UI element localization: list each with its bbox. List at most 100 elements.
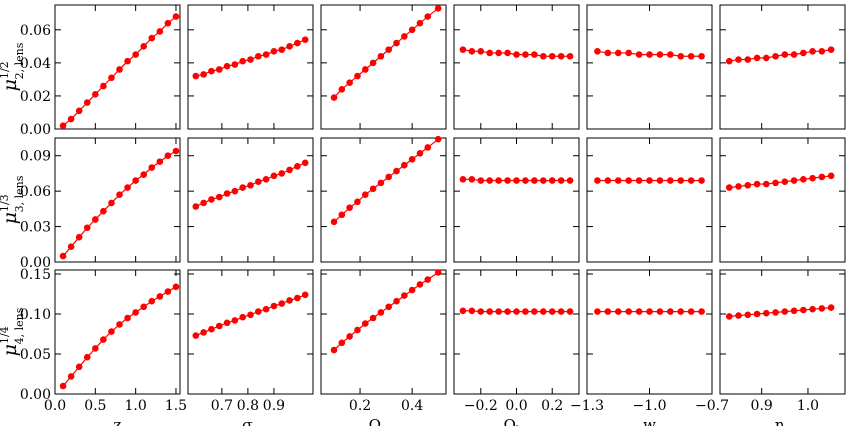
row-2-ytick-label-2: 0.10 (20, 307, 51, 323)
panel-r0-c0-point-7 (116, 66, 123, 73)
panel-r2-c4-point-8 (677, 308, 685, 315)
panel-r1-c4-point-9 (687, 177, 695, 184)
panel-r2-c2-frame (320, 269, 447, 395)
col-1-xlabel-sub: 8 (252, 424, 259, 426)
panel-r1-c4-frame (586, 137, 713, 263)
panel-r2-c5-point-4 (762, 309, 770, 317)
panel-r2-c3-point-11 (557, 308, 565, 315)
row-0-ylabel-text: μ1/2 2, lens (0, 42, 26, 91)
col-1-xtick-label-0: 0.7 (211, 398, 233, 414)
panel-r0-c4-point-0 (594, 47, 601, 55)
panel-r1-c4-point-7 (667, 177, 674, 184)
col-2-xlabel-sub: m0 (381, 424, 398, 426)
row-0-ylabel-sup: 1/2 (0, 61, 11, 79)
panel-r0-c2-point-0 (330, 94, 338, 101)
panel-r2-c2-point-5 (369, 314, 377, 322)
panel-r1-c3-point-10 (548, 177, 556, 184)
panel-r2-c0-point-6 (108, 328, 115, 335)
panel-r0-c3-point-12 (566, 52, 574, 60)
panel-r0-c4-point-7 (667, 51, 674, 58)
panel-r0-c4-frame (586, 4, 713, 130)
panel-r1-c1-point-0 (192, 203, 200, 210)
panel-r2-c1-frame (187, 269, 314, 395)
col-4-xlabel: w (643, 416, 656, 426)
panel-r0-c3-point-3 (486, 49, 494, 57)
panel-r2-c0-series-line (62, 286, 177, 387)
col-2-xlabel-main: Ω (369, 416, 381, 426)
row-2-ylabel-sub: 4, lens (13, 307, 26, 344)
panel-r1-c5-point-1 (735, 183, 742, 190)
panel-r0-c3-point-4 (495, 49, 502, 57)
panel-r0-c2-point-6 (377, 52, 385, 60)
panel-r2-c0 (54, 269, 181, 395)
row-1-ylabel-symbol: μ (0, 212, 21, 224)
panel-r0-c2-point-11 (416, 19, 424, 27)
panel-r0-c3-frame (453, 4, 580, 130)
panel-r2-c5-point-8 (800, 306, 807, 314)
panel-r1-c2-point-12 (424, 144, 432, 151)
panel-r1-c2-point-6 (377, 179, 385, 187)
panel-r2-c0-point-1 (67, 373, 75, 380)
panel-r2-c0-frame (54, 269, 181, 395)
panel-r2-c5-point-10 (818, 305, 826, 312)
panel-r0-c2-point-1 (338, 86, 346, 93)
panel-r0-c1-point-3 (215, 66, 223, 73)
panel-r0-c0-point-10 (140, 43, 148, 50)
panel-r0-c3-point-1 (468, 47, 476, 55)
panel-r0-c1-point-14 (301, 36, 309, 44)
col-5-xtick-label-1: 1.0 (797, 398, 819, 414)
panel-r2-c4-point-10 (698, 308, 705, 315)
panel-r1-c4-point-6 (656, 177, 664, 184)
panel-r0-c3-point-8 (531, 51, 538, 58)
panel-r0-c3-point-7 (522, 51, 529, 58)
panel-r0-c1-point-4 (223, 62, 231, 70)
panel-r2-c4-frame (586, 269, 713, 395)
panel-r2-c0-point-3 (83, 353, 91, 361)
panel-r0-c1-point-5 (231, 61, 239, 68)
panel-r0-c2-point-12 (424, 13, 432, 20)
panel-r0-c5-point-8 (800, 49, 807, 57)
panel-r0-c1 (187, 4, 314, 130)
panel-r2-c5-point-7 (790, 307, 798, 315)
panel-r0-c0-point-2 (75, 107, 83, 115)
panel-r0-c0-point-14 (172, 13, 180, 20)
row-0-ytick-label-3: 0.06 (20, 23, 51, 39)
panel-r1-c2-point-13 (434, 135, 442, 143)
row-1-ytick-label-3: 0.09 (20, 149, 51, 165)
col-0-xlabel-main: z (114, 416, 122, 426)
panel-r2-c0-point-2 (75, 363, 83, 371)
panel-r2-c2-point-0 (330, 346, 338, 354)
panel-r0-c5-point-7 (790, 51, 798, 58)
panel-r2-c1 (187, 269, 314, 395)
panel-r0-c3-point-5 (504, 49, 511, 57)
panel-r1-c4-point-0 (594, 177, 601, 184)
panel-r2-c2-point-2 (346, 333, 353, 340)
panel-r2-c1-point-13 (294, 294, 301, 302)
panel-r1-c5-point-4 (762, 180, 770, 188)
panel-r1-c5-point-0 (725, 184, 733, 191)
panel-r2-c1-point-7 (247, 311, 254, 319)
panel-r0-c5-point-4 (762, 54, 770, 62)
panel-r2-c0-point-8 (124, 314, 131, 322)
panel-r2-c3-frame (453, 269, 580, 395)
row-1-ytick-label-0: 0.00 (20, 255, 51, 271)
panel-r1-c0-point-10 (140, 171, 148, 178)
panel-r2-c3-point-10 (548, 308, 556, 315)
row-1-ylabel-sub: 3, lens (13, 175, 26, 212)
panel-r1-c0-point-11 (148, 164, 156, 171)
panel-r2-c5-point-11 (827, 304, 835, 311)
panel-r2-c3-point-8 (531, 308, 538, 315)
col-5-xlabel-sub: s (785, 424, 791, 426)
panel-r2-c2-point-11 (416, 281, 424, 288)
panel-r1-c0-point-8 (124, 184, 131, 191)
panel-r1-c2-point-8 (393, 167, 400, 175)
panel-r1-c3-point-11 (557, 177, 565, 184)
panel-r2-c2-point-9 (401, 292, 408, 299)
panel-r0-c1-point-6 (239, 57, 246, 65)
panel-r2-c4-point-9 (687, 308, 695, 315)
panel-r2-c3-point-0 (459, 307, 467, 315)
panel-r1-c5-point-7 (790, 177, 798, 184)
row-1-ylabel-sup: 1/3 (0, 194, 11, 212)
panel-r2-c0-point-5 (100, 336, 107, 343)
panel-r0-c1-point-10 (270, 47, 278, 55)
